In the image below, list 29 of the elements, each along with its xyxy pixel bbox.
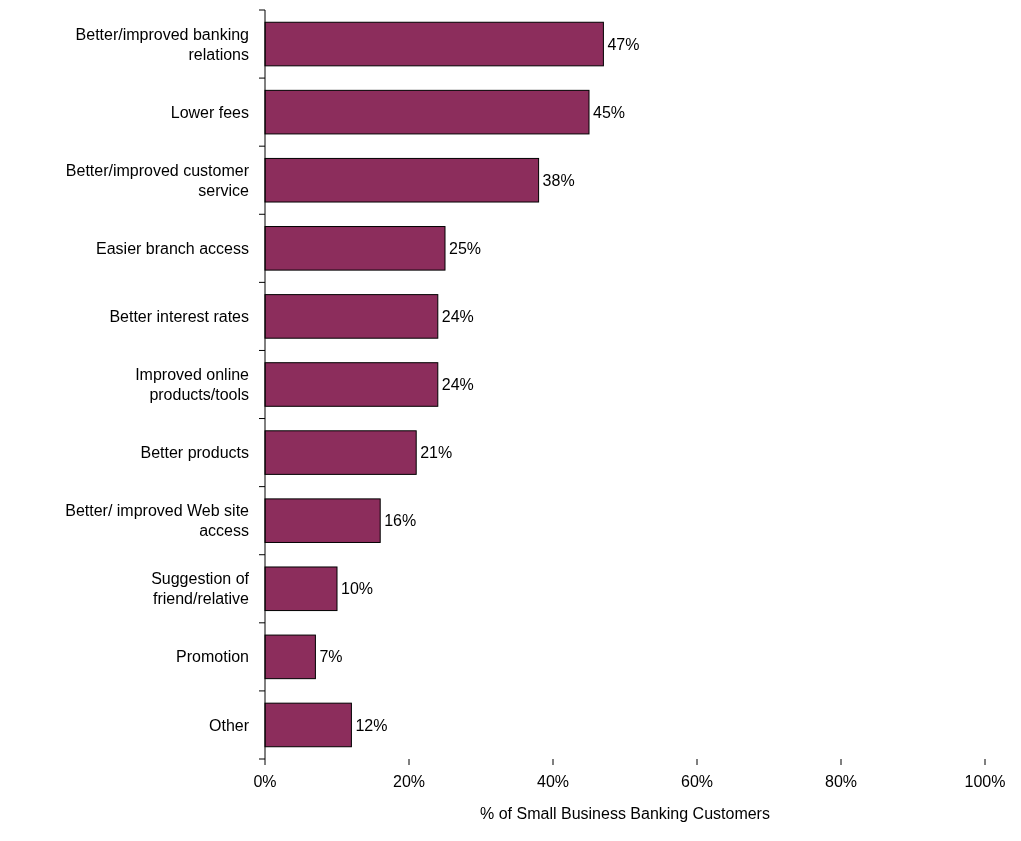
x-tick-label: 60% <box>680 773 714 790</box>
data-label: 7% <box>319 648 343 666</box>
x-tick-label: 80% <box>824 773 858 790</box>
y-tick-label: Easier branch access <box>96 239 249 257</box>
y-tick-label: Better/ improved Web site access <box>65 502 250 540</box>
data-label: 24% <box>441 308 474 326</box>
y-tick-label: Better/improved banking relations <box>75 25 249 63</box>
data-label: 12% <box>355 716 388 734</box>
data-label: 38% <box>542 171 575 189</box>
y-tick-label: Lower fees <box>170 103 249 121</box>
y-tick-label: Better interest rates <box>109 308 249 326</box>
data-label: 45% <box>593 103 626 121</box>
y-tick-label: Better/improved customer service <box>65 161 250 199</box>
x-tick-label: 40% <box>536 773 570 790</box>
data-label: 25% <box>449 239 482 257</box>
y-tick-label: Better products <box>140 444 249 462</box>
x-tick-label: 100% <box>964 773 1006 790</box>
y-tick-label: Suggestion of friend/relative <box>151 570 250 608</box>
data-label: 47% <box>607 35 640 53</box>
y-tick-label: Promotion <box>176 648 249 666</box>
x-tick-label: 0% <box>253 773 277 790</box>
x-tick-label: 20% <box>392 773 426 790</box>
y-tick-label: Other <box>208 716 250 734</box>
data-label: 21% <box>420 444 453 462</box>
data-label: 10% <box>341 580 374 598</box>
data-label: 16% <box>384 512 417 530</box>
data-label: 24% <box>441 376 474 394</box>
y-tick-label: Improved online products/tools <box>135 366 250 404</box>
x-axis-title: % of Small Business Banking Customers <box>480 805 770 822</box>
